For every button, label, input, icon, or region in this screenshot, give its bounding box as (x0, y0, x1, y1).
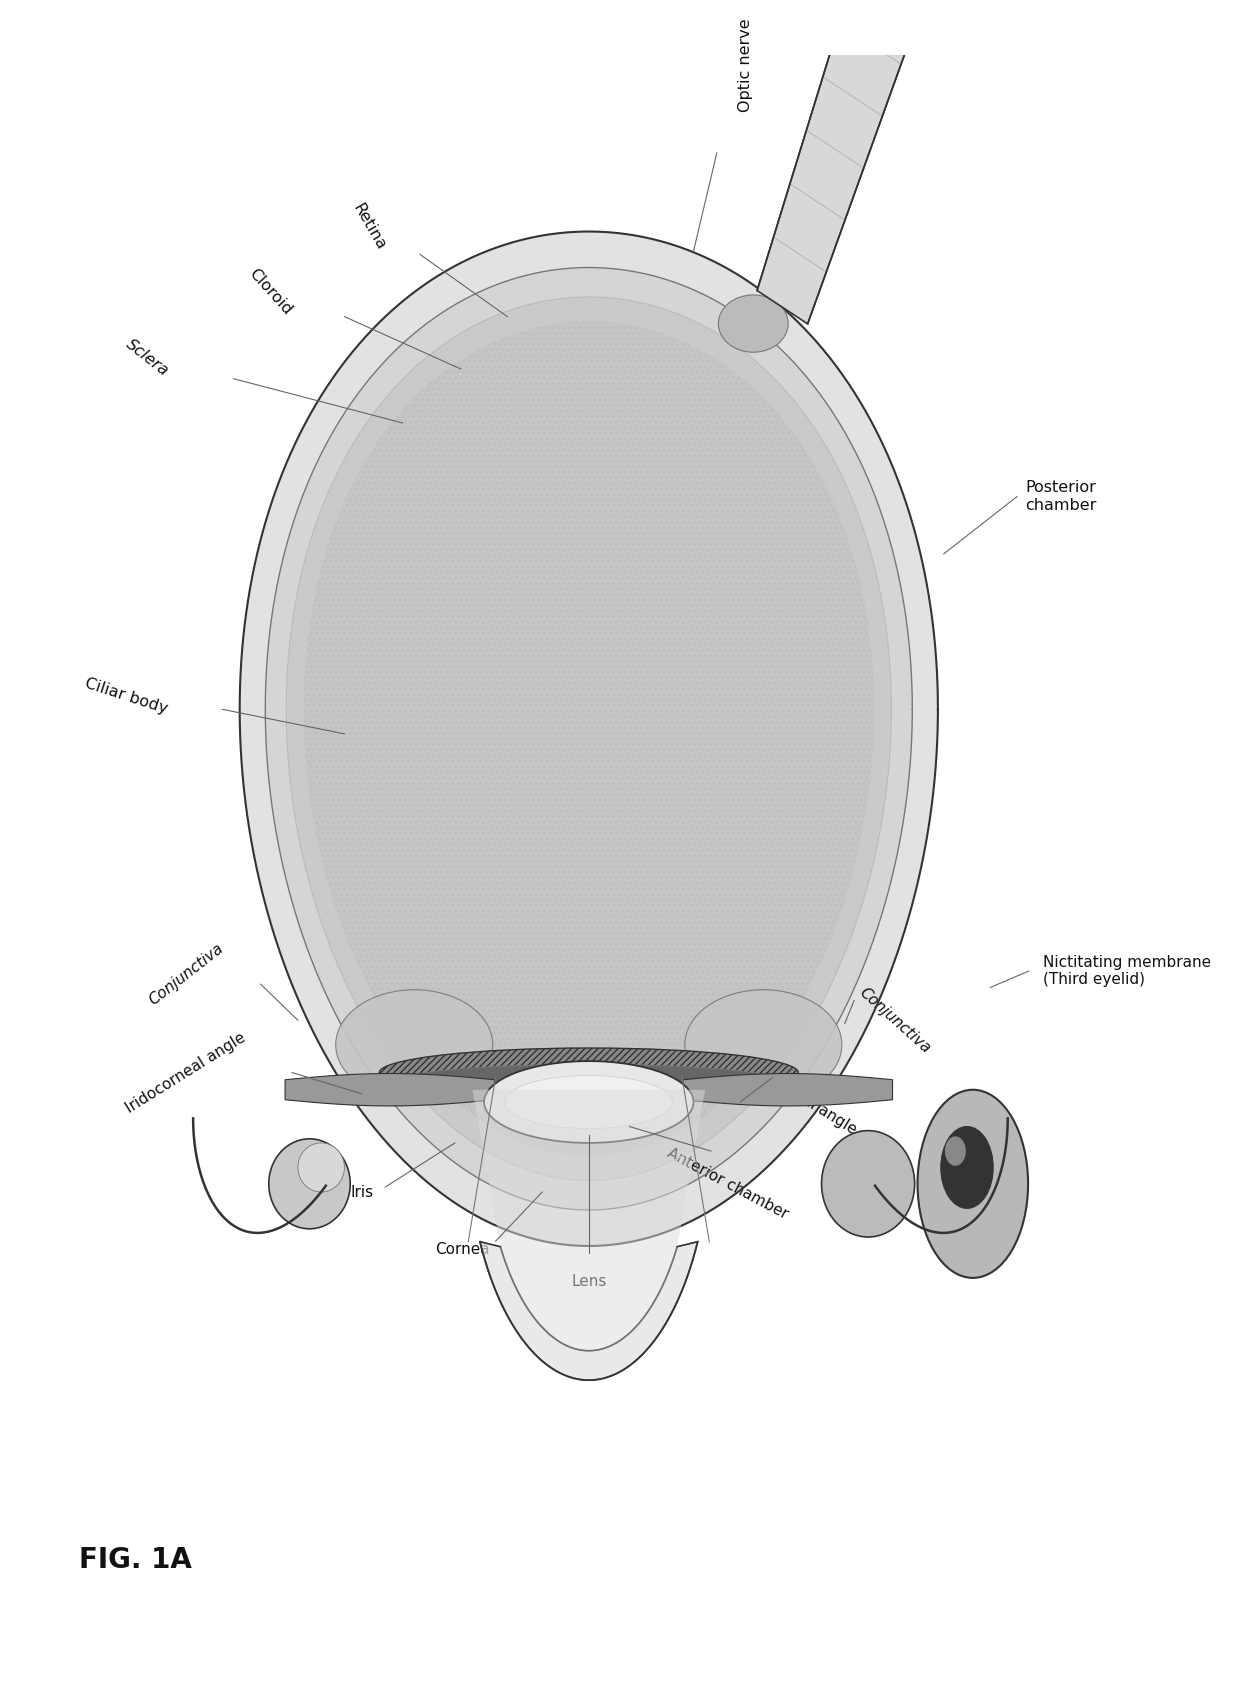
Ellipse shape (484, 1061, 693, 1143)
Ellipse shape (401, 1065, 777, 1097)
Text: Optic nerve: Optic nerve (738, 19, 754, 112)
Ellipse shape (684, 990, 842, 1100)
Polygon shape (304, 321, 874, 1156)
Ellipse shape (945, 1136, 966, 1167)
Text: Lens: Lens (572, 1274, 606, 1289)
Ellipse shape (336, 990, 492, 1100)
Text: Iridocorneal angle: Iridocorneal angle (734, 1051, 859, 1138)
Text: Anterior chamber: Anterior chamber (665, 1146, 790, 1223)
Ellipse shape (379, 1048, 799, 1097)
Polygon shape (265, 268, 913, 1211)
Polygon shape (239, 231, 937, 1246)
Text: Retina: Retina (350, 200, 389, 253)
Polygon shape (758, 0, 976, 324)
Polygon shape (304, 321, 874, 1156)
Ellipse shape (269, 1139, 350, 1229)
Text: Cloroid: Cloroid (246, 267, 294, 318)
Text: Nictitating membrane
(Third eyelid): Nictitating membrane (Third eyelid) (1043, 954, 1210, 987)
Text: Cornea: Cornea (435, 1241, 490, 1257)
Text: Conjunctiva: Conjunctiva (146, 941, 227, 1009)
Text: Iridocorneal angle: Iridocorneal angle (123, 1029, 248, 1116)
Polygon shape (285, 1073, 495, 1105)
Ellipse shape (505, 1075, 672, 1129)
Polygon shape (683, 1073, 893, 1105)
Ellipse shape (918, 1090, 1028, 1279)
Polygon shape (472, 1090, 706, 1350)
Ellipse shape (941, 1126, 993, 1209)
Text: Vitreous humour: Vitreous humour (599, 560, 649, 694)
Polygon shape (480, 1241, 698, 1380)
Text: Posterior
chamber: Posterior chamber (1025, 481, 1096, 513)
Text: FIG. 1A: FIG. 1A (79, 1547, 192, 1574)
Text: Iris: Iris (351, 1185, 373, 1199)
Text: Sclera: Sclera (123, 336, 171, 379)
Ellipse shape (718, 295, 789, 351)
Ellipse shape (298, 1143, 345, 1192)
Polygon shape (286, 297, 892, 1180)
Text: Ciliar body: Ciliar body (83, 676, 169, 717)
Ellipse shape (822, 1131, 915, 1238)
Text: Conjunctiva: Conjunctiva (857, 985, 934, 1056)
